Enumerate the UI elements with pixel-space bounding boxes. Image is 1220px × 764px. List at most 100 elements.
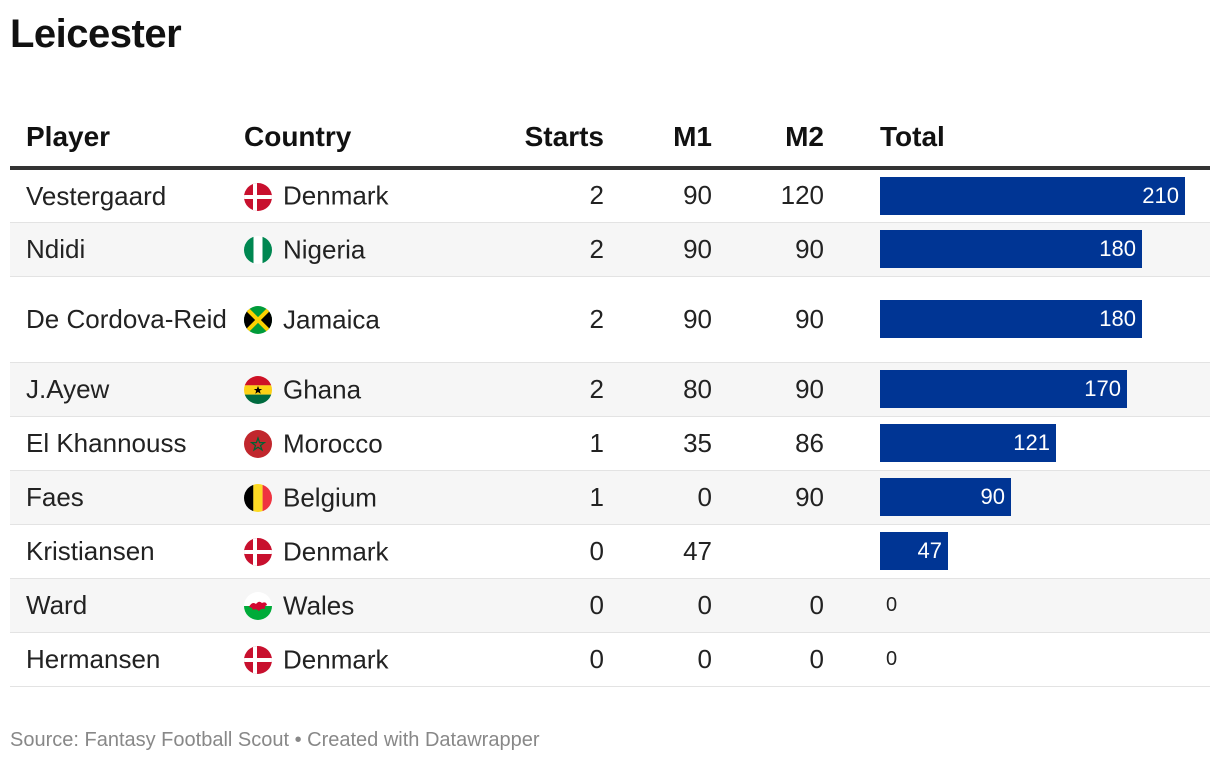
country-cell: Ghana bbox=[244, 362, 434, 417]
morocco-flag-icon bbox=[244, 429, 272, 458]
table-body: Vestergaard Denmark 2 90 120 210 Ndidi Nigeria 2… bbox=[10, 168, 1210, 687]
m2-value: 90 bbox=[712, 362, 824, 417]
total-bar bbox=[880, 300, 1142, 338]
m2-value: 90 bbox=[712, 276, 824, 363]
m1-value: 47 bbox=[604, 524, 712, 579]
m1-value: 90 bbox=[604, 276, 712, 363]
total-bar-label: 210 bbox=[1142, 182, 1179, 208]
starts-value: 1 bbox=[434, 416, 604, 471]
column-header-starts[interactable]: Starts bbox=[434, 108, 604, 170]
total-bar-label: 47 bbox=[917, 538, 942, 563]
denmark-flag-icon bbox=[244, 645, 272, 674]
player-name: Faes bbox=[10, 470, 244, 525]
column-header-m2[interactable]: M2 bbox=[712, 108, 824, 170]
m2-value: 0 bbox=[712, 578, 824, 633]
player-name: J.Ayew bbox=[10, 362, 244, 417]
starts-value: 0 bbox=[434, 632, 604, 687]
jamaica-flag-icon bbox=[244, 305, 272, 334]
m2-value: 0 bbox=[712, 632, 824, 687]
total-bar-label: 90 bbox=[980, 484, 1005, 509]
m2-value bbox=[712, 524, 824, 579]
column-header-player[interactable]: Player bbox=[10, 108, 244, 170]
total-bar bbox=[880, 478, 1011, 516]
starts-value: 2 bbox=[434, 222, 604, 277]
country-name: Morocco bbox=[283, 428, 383, 459]
column-header-total[interactable]: Total bbox=[824, 108, 1210, 170]
total-bar-label: 170 bbox=[1084, 376, 1121, 401]
table-row: J.Ayew Ghana 2 80 90 170 bbox=[10, 362, 1210, 417]
country-cell: Nigeria bbox=[244, 222, 434, 277]
table-row: Vestergaard Denmark 2 90 120 210 bbox=[10, 168, 1210, 223]
total-bar bbox=[880, 424, 1056, 462]
table-row: Faes Belgium 1 0 90 90 bbox=[10, 470, 1210, 525]
total-cell: 210 bbox=[824, 168, 1210, 223]
chart-title: Leicester bbox=[10, 12, 182, 56]
wales-flag-icon bbox=[244, 591, 272, 620]
total-bar-label: 180 bbox=[1099, 306, 1136, 331]
m2-value: 90 bbox=[712, 222, 824, 277]
m1-value: 35 bbox=[604, 416, 712, 471]
starts-value: 1 bbox=[434, 470, 604, 525]
starts-value: 0 bbox=[434, 524, 604, 579]
player-name: Vestergaard bbox=[10, 168, 244, 223]
total-bar bbox=[880, 230, 1142, 268]
m1-value: 90 bbox=[604, 168, 712, 223]
starts-value: 2 bbox=[434, 362, 604, 417]
total-bar-label: 0 bbox=[886, 594, 898, 616]
total-cell: 180 bbox=[824, 222, 1210, 277]
starts-value: 2 bbox=[434, 276, 604, 363]
table-row: Kristiansen Denmark 0 47 47 bbox=[10, 524, 1210, 579]
country-cell: Denmark bbox=[244, 524, 434, 579]
column-header-m1[interactable]: M1 bbox=[604, 108, 712, 170]
country-cell: Wales bbox=[244, 578, 434, 633]
country-cell: Jamaica bbox=[244, 276, 434, 363]
total-cell: 170 bbox=[824, 362, 1210, 417]
player-name: Hermansen bbox=[10, 632, 244, 687]
starts-value: 2 bbox=[434, 168, 604, 223]
player-name: De Cordova-Reid bbox=[10, 276, 244, 363]
country-name: Wales bbox=[283, 590, 355, 621]
player-name: Kristiansen bbox=[10, 524, 244, 579]
m2-value: 90 bbox=[712, 470, 824, 525]
total-bar bbox=[880, 176, 1185, 215]
player-name: Ndidi bbox=[10, 222, 244, 277]
table-header-row: Player Country Starts M1 M2 Total bbox=[10, 108, 1210, 170]
table-row: Ward Wales 0 0 0 0 bbox=[10, 578, 1210, 633]
total-cell: 0 bbox=[824, 578, 1210, 633]
nigeria-flag-icon bbox=[244, 235, 272, 264]
country-name: Belgium bbox=[283, 482, 377, 513]
country-cell: Denmark bbox=[244, 168, 434, 223]
m1-value: 0 bbox=[604, 470, 712, 525]
total-bar bbox=[880, 532, 948, 570]
total-cell: 121 bbox=[824, 416, 1210, 471]
total-bar-label: 121 bbox=[1013, 430, 1050, 455]
country-cell: Morocco bbox=[244, 416, 434, 471]
country-name: Denmark bbox=[283, 536, 389, 567]
total-cell: 180 bbox=[824, 276, 1210, 363]
total-bar bbox=[880, 370, 1127, 408]
m1-value: 80 bbox=[604, 362, 712, 417]
total-bar-label: 0 bbox=[886, 648, 898, 670]
belgium-flag-icon bbox=[244, 483, 272, 512]
starts-value: 0 bbox=[434, 578, 604, 633]
m1-value: 0 bbox=[604, 578, 712, 633]
player-name: El Khannouss bbox=[10, 416, 244, 471]
country-cell: Denmark bbox=[244, 632, 434, 687]
total-cell: 0 bbox=[824, 632, 1210, 687]
player-name: Ward bbox=[10, 578, 244, 633]
column-header-country[interactable]: Country bbox=[244, 108, 434, 170]
table-row: De Cordova-Reid Jamaica 2 90 90 180 bbox=[10, 276, 1210, 363]
m1-value: 0 bbox=[604, 632, 712, 687]
table-row: El Khannouss Morocco 1 35 86 121 bbox=[10, 416, 1210, 471]
denmark-flag-icon bbox=[244, 182, 272, 211]
source-footer: Source: Fantasy Football Scout • Created… bbox=[10, 729, 540, 751]
table-row: Hermansen Denmark 0 0 0 0 bbox=[10, 632, 1210, 687]
country-name: Denmark bbox=[283, 181, 389, 212]
country-cell: Belgium bbox=[244, 470, 434, 525]
total-bar-label: 180 bbox=[1099, 236, 1136, 261]
total-cell: 90 bbox=[824, 470, 1210, 525]
country-name: Nigeria bbox=[283, 234, 366, 265]
country-name: Ghana bbox=[283, 374, 362, 405]
table-row: Ndidi Nigeria 2 90 90 180 bbox=[10, 222, 1210, 277]
country-name: Jamaica bbox=[283, 304, 380, 335]
